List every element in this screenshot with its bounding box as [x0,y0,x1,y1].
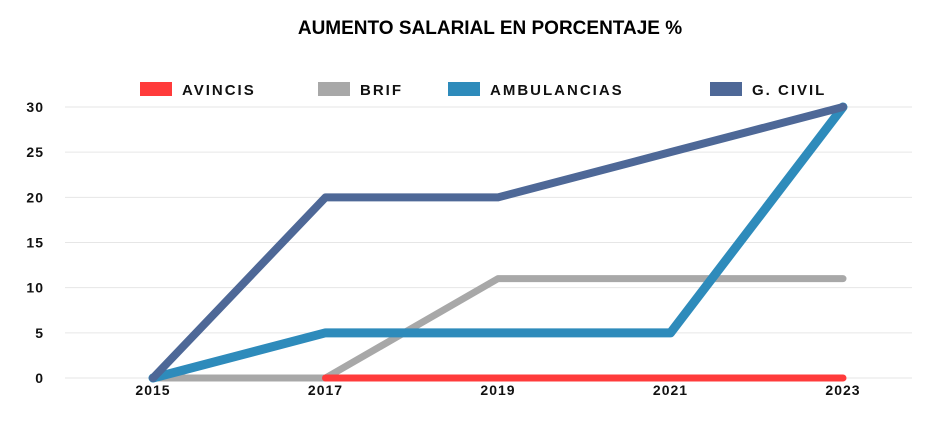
y-tick-label: 25 [26,144,44,160]
legend-swatch [710,82,742,96]
legend-swatch [140,82,172,96]
x-axis: 2015 2017 2019 2021 2023 [135,382,860,398]
series-lines [148,102,848,383]
x-tick-label: 2023 [825,382,860,398]
x-tick-label: 2015 [135,382,170,398]
chart-title: AUMENTO SALARIAL EN PORCENTAJE % [298,18,682,39]
series-line-g-civil [149,103,847,382]
y-tick-label: 10 [26,280,44,296]
y-tick-label: 20 [26,189,44,205]
y-tick-label: 0 [35,370,44,386]
x-tick-label: 2017 [308,382,343,398]
y-tick-label: 15 [26,235,44,251]
series-line-brif [149,275,847,382]
series-line-ambulancias [148,102,848,383]
y-tick-label: 30 [26,99,44,115]
legend-label: G. CIVIL [752,82,826,99]
x-tick-label: 2019 [480,382,515,398]
legend-label: AMBULANCIAS [490,82,624,99]
legend-label: AVINCIS [182,82,256,99]
legend-swatch [448,82,480,96]
legend: AVINCIS BRIF AMBULANCIAS G. CIVIL [140,82,826,99]
legend-swatch [318,82,350,96]
x-tick-label: 2021 [653,382,688,398]
legend-label: BRIF [360,82,403,99]
y-axis: 0 5 10 15 20 25 30 [26,99,44,386]
y-tick-label: 5 [35,325,44,341]
